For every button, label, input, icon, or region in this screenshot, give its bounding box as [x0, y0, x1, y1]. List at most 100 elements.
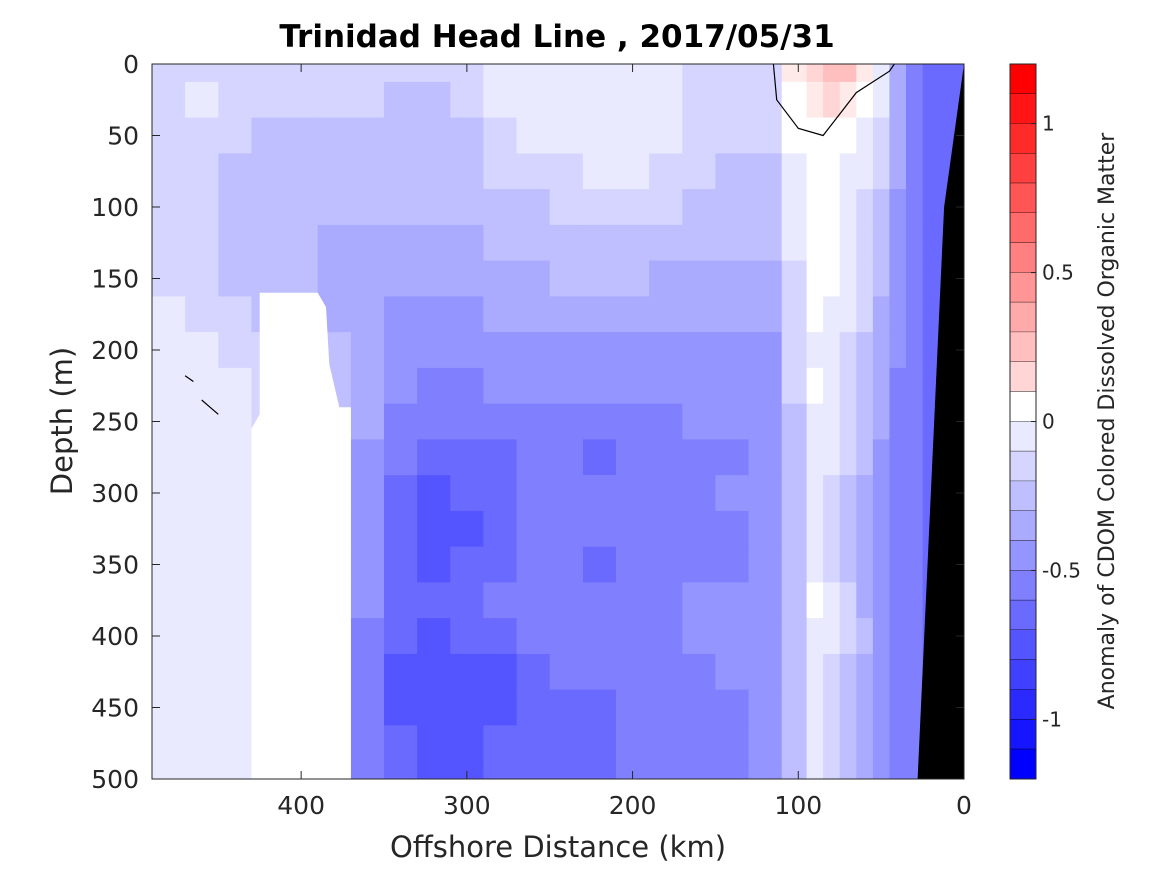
contour-cell: [781, 546, 808, 583]
contour-cell: [582, 189, 617, 226]
contour-cell: [417, 725, 451, 762]
contour-cell: [185, 64, 219, 83]
contour-cell: [616, 153, 650, 190]
x-axis-label: Offshore Distance (km): [390, 830, 726, 864]
y-tick-label: 400: [91, 622, 139, 651]
contour-cell: [922, 260, 940, 297]
contour-cell: [582, 510, 617, 548]
contour-cell: [450, 510, 484, 548]
zero-contour-line: [772, 64, 895, 137]
contour-cell: [384, 81, 418, 119]
contour-cell: [649, 582, 683, 619]
contour-cell: [823, 689, 841, 726]
contour-cell: [185, 439, 219, 476]
contour-cell: [889, 64, 907, 83]
contour-cell: [483, 618, 518, 655]
contour-cell: [889, 296, 907, 333]
contour-cell: [781, 403, 808, 440]
y-tick-label: 150: [91, 265, 139, 294]
contour-cell: [384, 475, 418, 512]
contour-cell: [715, 64, 750, 83]
contour-cell: [483, 725, 518, 762]
contour-cell: [483, 439, 518, 476]
contour-cell: [384, 618, 418, 655]
contour-cell: [251, 117, 286, 154]
contour-cell: [350, 224, 385, 262]
contour-cell: [682, 582, 716, 619]
contour-cell: [384, 761, 418, 779]
contour-cell: [384, 403, 418, 440]
contour-cell: [781, 153, 808, 190]
contour-cell: [549, 653, 584, 691]
contour-cell: [417, 117, 451, 154]
zero-contour-line: [201, 399, 219, 415]
y-tick-label: 300: [91, 479, 139, 508]
contour-cell: [839, 689, 857, 726]
contour-cell: [152, 81, 186, 119]
contour-cell: [516, 761, 551, 779]
contour-cell: [682, 510, 716, 548]
contour-cell: [872, 546, 891, 583]
contour-cell: [218, 189, 252, 226]
contour-cell: [839, 475, 857, 512]
contour-cell: [417, 475, 451, 512]
contour-cell: [450, 81, 484, 119]
contour-cell: [384, 64, 418, 83]
contour-cell: [616, 546, 650, 583]
contour-cell: [872, 689, 891, 726]
contour-cell: [483, 296, 518, 333]
contour-cell: [649, 260, 683, 297]
contour-cell: [582, 153, 617, 190]
contour-cell: [616, 618, 650, 655]
contour-cell: [839, 81, 857, 119]
contour-cell: [856, 367, 874, 405]
contour-cell: [516, 510, 551, 548]
contour-cell: [748, 582, 783, 619]
contour-cell: [806, 403, 824, 440]
contour-cell: [806, 618, 824, 655]
contour-cell: [748, 224, 783, 262]
contour-cell: [856, 439, 874, 476]
contour-cell: [872, 653, 891, 691]
contour-cell: [450, 439, 484, 476]
contour-cell: [649, 403, 683, 440]
contour-cell: [616, 725, 650, 762]
contour-cell: [806, 689, 824, 726]
contour-cell: [516, 224, 551, 262]
contour-cell: [549, 296, 584, 333]
contour-cell: [872, 367, 891, 405]
contour-cell: [185, 367, 219, 405]
colorbar-segment: [1010, 451, 1036, 482]
contour-cell: [317, 153, 352, 190]
x-axis: 400 300 200 100 0: [277, 64, 972, 820]
contour-cell: [582, 332, 617, 369]
contour-cell: [417, 296, 451, 333]
contour-cell: [218, 510, 252, 548]
contour-cell: [781, 260, 808, 297]
contour-cell: [856, 117, 874, 154]
contour-cell: [417, 761, 451, 779]
contour-cell: [450, 367, 484, 405]
contour-cell: [516, 189, 551, 226]
contour-cell: [516, 296, 551, 333]
y-tick-label: 500: [91, 765, 139, 794]
contour-cell: [823, 332, 841, 369]
contour-cell: [450, 761, 484, 779]
contour-cell: [649, 296, 683, 333]
contour-cell: [781, 367, 808, 405]
contour-cell: [748, 260, 783, 297]
contour-cell: [549, 475, 584, 512]
contour-cell: [649, 475, 683, 512]
contour-cell: [889, 224, 907, 262]
contour-cell: [152, 153, 186, 190]
contour-cell: [516, 64, 551, 83]
contour-cell: [218, 761, 252, 779]
colorbar-tick-label: 1: [1042, 112, 1055, 136]
contour-cell: [839, 332, 857, 369]
contour-cell: [616, 761, 650, 779]
contour-cell: [549, 189, 584, 226]
contour-cell: [616, 582, 650, 619]
contour-cell: [317, 117, 352, 154]
contour-cell: [350, 153, 385, 190]
contour-cell: [384, 653, 418, 691]
